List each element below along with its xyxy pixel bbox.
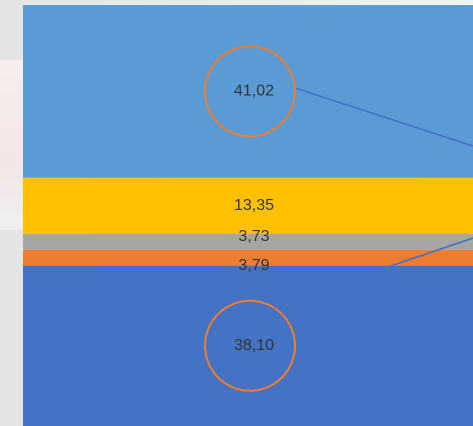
bar-segment-5 — [23, 5, 473, 178]
data-label-3: 3,73 — [238, 228, 269, 245]
background-edge — [0, 60, 23, 230]
data-label-2: 3,79 — [238, 257, 269, 274]
data-label-5: 41,02 — [234, 83, 274, 100]
data-label-4: 13,35 — [234, 197, 274, 214]
data-labels: 38,10 3,79 3,73 13,35 41,02 — [234, 83, 274, 354]
bar-segment-1 — [23, 265, 473, 426]
bar-segments — [23, 5, 473, 426]
leader-line-1 — [294, 87, 473, 147]
data-label-1: 38,10 — [234, 337, 274, 354]
leader-lines — [294, 87, 473, 269]
leader-line-2 — [384, 237, 473, 269]
bar-segment-4 — [23, 177, 473, 234]
highlight-circle-5 — [204, 45, 296, 138]
bar-segment-2 — [23, 249, 473, 266]
highlight-circle-1 — [204, 299, 296, 392]
bar-segment-3 — [23, 233, 473, 250]
highlight-circles — [204, 45, 296, 392]
